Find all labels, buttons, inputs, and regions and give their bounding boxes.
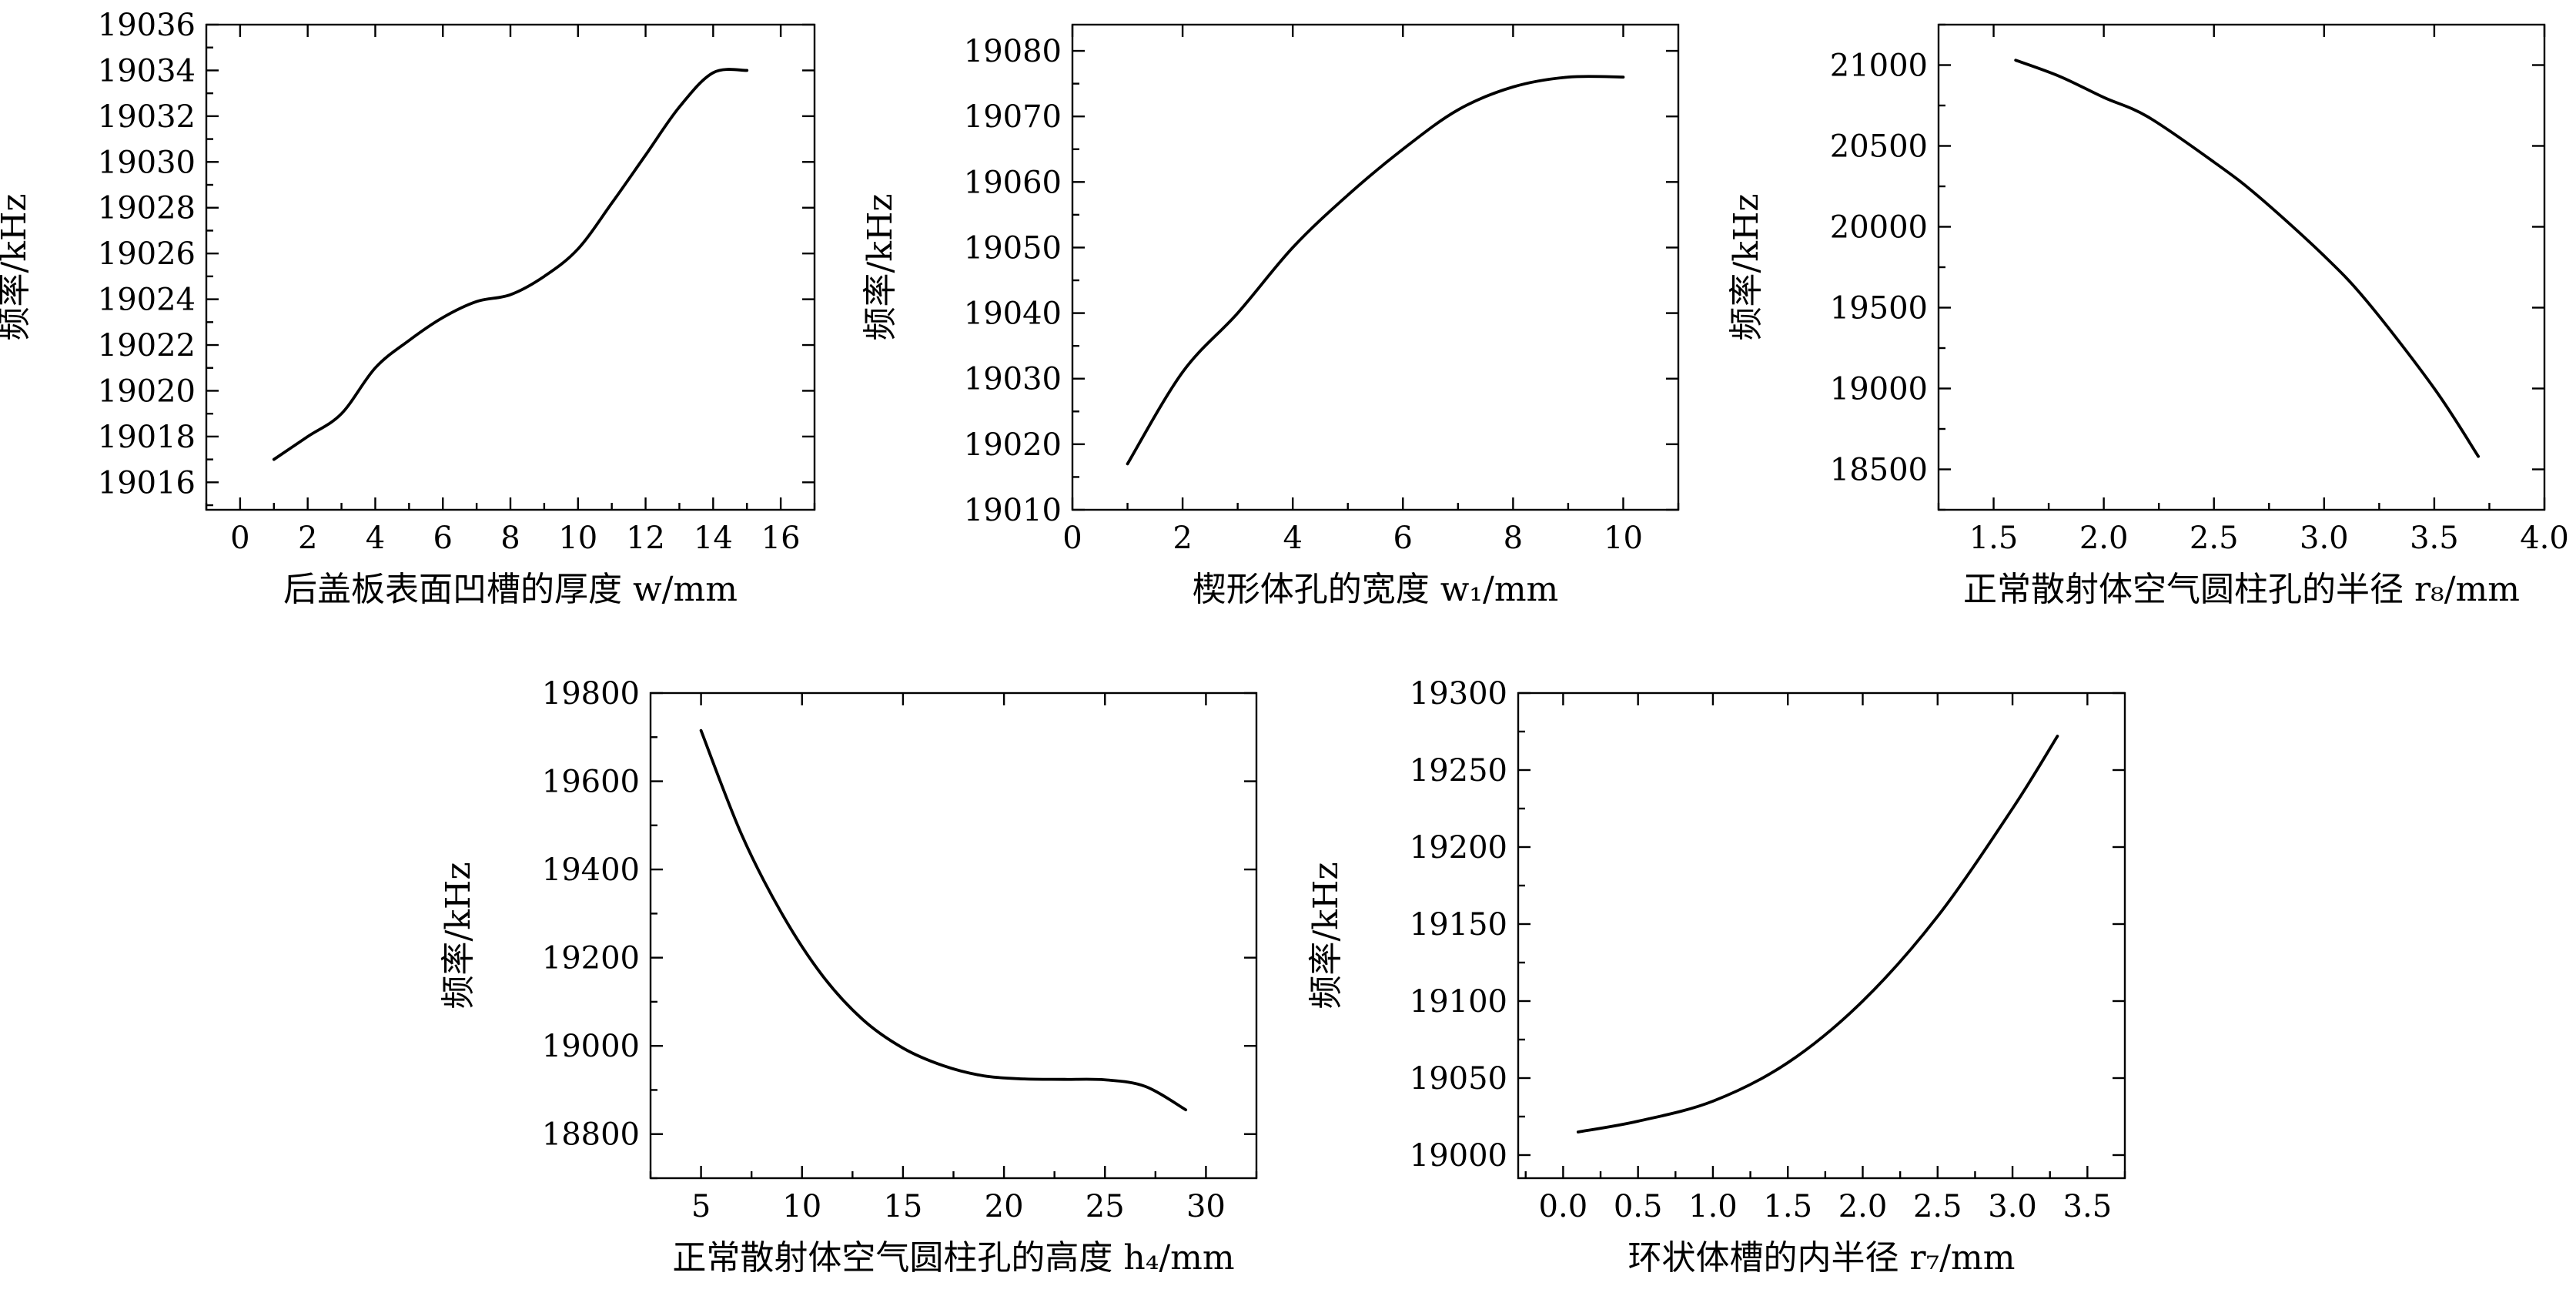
x-tick-label: 2.5 bbox=[2190, 521, 2239, 556]
y-tick-label: 19800 bbox=[542, 676, 640, 712]
x-tick-label: 2.0 bbox=[1838, 1189, 1888, 1224]
x-tick-label: 6 bbox=[1393, 521, 1413, 556]
y-tick-label: 19400 bbox=[542, 852, 640, 888]
chart-panel-5: 0.0 0.5 1.0 1.5 2.0 2.5 3.0 3.5 19000 19050 19100 1… bbox=[1306, 676, 2126, 1278]
y-tick-label: 20000 bbox=[1830, 210, 1928, 246]
plot-frame bbox=[1517, 692, 2126, 1180]
y-tick-label: 19020 bbox=[964, 427, 1062, 463]
chart-panel-3: 1.5 2.0 2.5 3.0 3.5 4.0 18500 19000 19500 20000 20… bbox=[1727, 23, 2569, 609]
y-axis-label: 频率/kHz bbox=[439, 862, 478, 1009]
x-axis-label: 正常散射体空气圆柱孔的高度 h₄/mm bbox=[672, 1238, 1234, 1278]
y-tick-label: 19024 bbox=[98, 283, 196, 318]
x-axis-label: 环状体槽的内半径 r₇/mm bbox=[1628, 1238, 2016, 1278]
y-tick-label: 19200 bbox=[1410, 830, 1507, 866]
x-tick-label: 0.0 bbox=[1539, 1189, 1588, 1224]
x-tick-label: 30 bbox=[1186, 1189, 1226, 1224]
x-tick-label: 3.0 bbox=[2300, 521, 2349, 556]
series-line-1 bbox=[1126, 75, 1625, 466]
x-axis-label: 正常散射体空气圆柱孔的半径 r₈/mm bbox=[1963, 570, 2520, 609]
y-tick-label: 21000 bbox=[1830, 49, 1928, 84]
y-tick-label: 19060 bbox=[964, 165, 1062, 200]
x-tick-label: 1.5 bbox=[1969, 521, 2019, 556]
x-tick-label: 3.5 bbox=[2410, 521, 2459, 556]
x-tick-label: 1.0 bbox=[1688, 1189, 1738, 1224]
series-line-1 bbox=[2014, 59, 2481, 458]
y-tick-label: 19034 bbox=[98, 53, 196, 89]
y-tick-label: 19040 bbox=[964, 296, 1062, 332]
y-tick-label: 19050 bbox=[1410, 1061, 1507, 1097]
x-tick-label: 5 bbox=[691, 1189, 711, 1224]
x-tick-label: 20 bbox=[985, 1189, 1024, 1224]
x-tick-label: 14 bbox=[694, 521, 733, 556]
x-tick-label: 10 bbox=[782, 1189, 821, 1224]
x-tick-label: 15 bbox=[883, 1189, 922, 1224]
y-tick-label: 19028 bbox=[98, 191, 196, 226]
y-tick-label: 19020 bbox=[98, 373, 196, 409]
chart-panel-2: 0 2 4 6 8 10 19010 19020 19030 19040 19050 19060 190… bbox=[861, 23, 1680, 609]
x-tick-label: 6 bbox=[433, 521, 452, 556]
x-tick-label: 10 bbox=[558, 521, 597, 556]
y-tick-label: 19080 bbox=[964, 34, 1062, 69]
series-line-1 bbox=[272, 68, 749, 461]
y-tick-label: 19200 bbox=[542, 941, 640, 976]
y-tick-label: 19036 bbox=[98, 8, 196, 43]
chart-panel-4: 5 10 15 20 25 30 18800 19000 19200 19400 19600 1980… bbox=[439, 676, 1258, 1278]
y-tick-label: 19050 bbox=[964, 230, 1062, 266]
y-axis-label: 频率/kHz bbox=[861, 193, 900, 340]
y-axis-label: 频率/kHz bbox=[1727, 193, 1766, 340]
y-tick-label: 19032 bbox=[98, 99, 196, 135]
x-tick-label: 0.5 bbox=[1614, 1189, 1663, 1224]
y-tick-label: 19150 bbox=[1410, 907, 1507, 943]
y-tick-label: 19300 bbox=[1410, 676, 1507, 712]
x-tick-label: 4 bbox=[366, 521, 385, 556]
series-line-1 bbox=[1576, 735, 2059, 1134]
x-tick-label: 4 bbox=[1283, 521, 1302, 556]
y-tick-label: 19000 bbox=[1830, 372, 1928, 407]
y-tick-label: 19010 bbox=[964, 493, 1062, 528]
x-tick-label: 8 bbox=[500, 521, 520, 556]
y-tick-label: 19030 bbox=[98, 145, 196, 180]
y-axis-label: 频率/kHz bbox=[0, 193, 34, 340]
y-tick-label: 19000 bbox=[542, 1029, 640, 1064]
y-tick-label: 19026 bbox=[98, 236, 196, 272]
y-tick-label: 19018 bbox=[98, 420, 196, 455]
y-tick-label: 18800 bbox=[542, 1117, 640, 1153]
y-tick-label: 19016 bbox=[98, 465, 196, 501]
series-line-1 bbox=[699, 728, 1188, 1112]
chart-panel-1: 0 2 4 6 8 10 12 14 16 19016 19018 19020 19022 19024 19… bbox=[0, 8, 816, 609]
x-tick-label: 2 bbox=[1173, 521, 1192, 556]
y-tick-label: 18500 bbox=[1830, 453, 1928, 488]
x-tick-label: 16 bbox=[761, 521, 801, 556]
x-tick-label: 1.5 bbox=[1763, 1189, 1812, 1224]
y-axis-label: 频率/kHz bbox=[1306, 862, 1346, 1009]
x-tick-label: 4.0 bbox=[2520, 521, 2569, 556]
x-tick-label: 2 bbox=[298, 521, 317, 556]
x-tick-label: 3.5 bbox=[2063, 1189, 2113, 1224]
y-tick-label: 19022 bbox=[98, 328, 196, 363]
x-tick-label: 2.0 bbox=[2079, 521, 2129, 556]
y-tick-label: 19600 bbox=[542, 765, 640, 800]
y-tick-label: 19030 bbox=[964, 362, 1062, 397]
x-tick-label: 3.0 bbox=[1988, 1189, 2037, 1224]
y-tick-label: 19250 bbox=[1410, 753, 1507, 789]
x-axis-label: 楔形体孔的宽度 w₁/mm bbox=[1193, 570, 1559, 609]
x-tick-label: 10 bbox=[1604, 521, 1643, 556]
x-tick-label: 2.5 bbox=[1913, 1189, 1962, 1224]
x-tick-label: 25 bbox=[1086, 1189, 1125, 1224]
plot-frame bbox=[1071, 23, 1680, 511]
x-tick-label: 8 bbox=[1504, 521, 1523, 556]
x-tick-label: 0 bbox=[1062, 521, 1082, 556]
y-tick-label: 19070 bbox=[964, 99, 1062, 135]
y-tick-label: 19500 bbox=[1830, 291, 1928, 327]
x-axis-label: 后盖板表面凹槽的厚度 w/mm bbox=[283, 570, 738, 609]
y-tick-label: 20500 bbox=[1830, 129, 1928, 165]
x-tick-label: 0 bbox=[230, 521, 249, 556]
x-tick-label: 12 bbox=[626, 521, 665, 556]
y-tick-label: 19000 bbox=[1410, 1138, 1507, 1174]
y-tick-label: 19100 bbox=[1410, 984, 1507, 1020]
